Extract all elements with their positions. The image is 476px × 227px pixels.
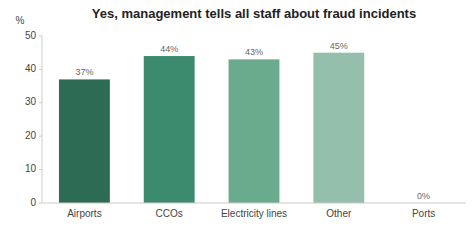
y-tick-label: 0 — [30, 197, 36, 208]
bar — [313, 53, 364, 203]
y-tick-label: 20 — [25, 130, 37, 141]
x-tick-label: Other — [326, 208, 352, 219]
title: Yes, management tells all staff about fr… — [92, 6, 416, 21]
data-label: 0% — [417, 191, 430, 201]
y-axis-label: % — [16, 15, 25, 26]
x-tick-label: Airports — [67, 208, 101, 219]
x-tick-label: Ports — [412, 208, 435, 219]
data-label: 37% — [75, 67, 93, 77]
x-tick-label: CCOs — [156, 208, 183, 219]
bar — [144, 56, 195, 203]
bar — [59, 79, 110, 203]
bar — [229, 59, 280, 203]
y-axis-line — [42, 36, 43, 203]
data-label: 45% — [330, 41, 348, 51]
chart: Yes, management tells all staff about fr… — [0, 0, 476, 227]
data-label: 43% — [245, 47, 263, 57]
data-label: 44% — [160, 44, 178, 54]
y-tick-label: 30 — [25, 96, 37, 107]
x-axis-line — [42, 203, 466, 204]
y-tick-label: 10 — [25, 163, 37, 174]
y-tick-label: 50 — [25, 30, 37, 41]
bars — [59, 53, 364, 203]
y-tick-label: 40 — [25, 63, 37, 74]
x-tick-label: Electricity lines — [221, 208, 287, 219]
chart-container: Yes, management tells all staff about fr… — [0, 0, 476, 227]
